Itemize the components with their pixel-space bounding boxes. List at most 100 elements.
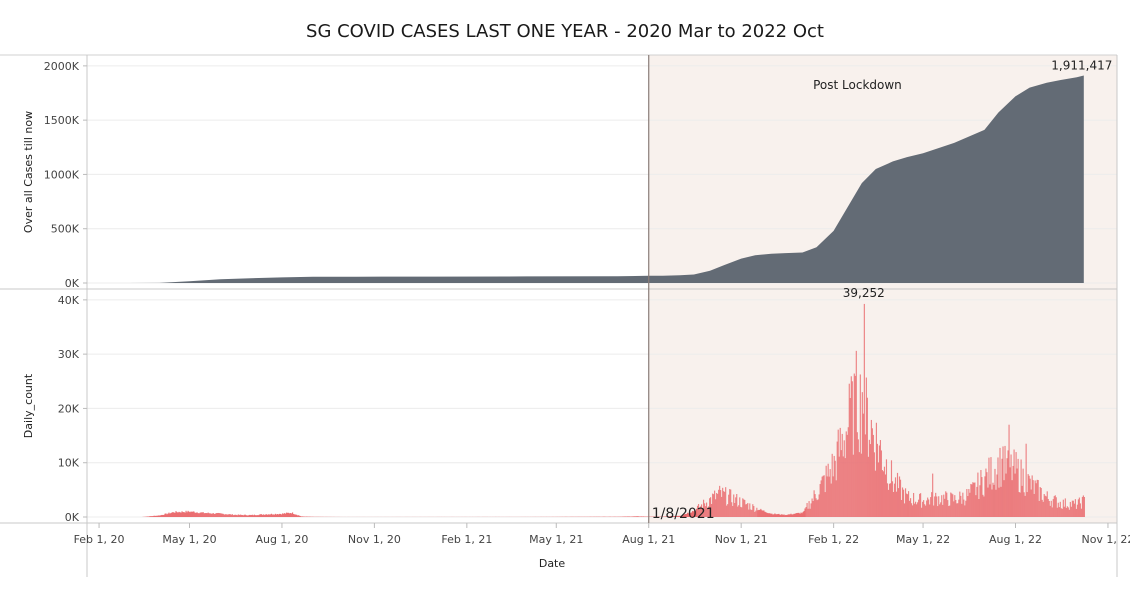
daily-count-bar [636, 516, 638, 517]
daily-count-bar [729, 489, 731, 517]
daily-count-bar [624, 516, 626, 517]
daily-count-bar [189, 512, 191, 517]
peak-daily-label: 39,252 [843, 286, 885, 300]
daily-count-bar [849, 398, 851, 517]
daily-count-bar [280, 514, 283, 517]
daily-count-bar [895, 491, 898, 517]
daily-count-bar [641, 516, 643, 517]
daily-count-bar [261, 514, 264, 517]
daily-count-bar [922, 501, 924, 517]
daily-count-bar [241, 514, 243, 517]
daily-count-bar [163, 514, 165, 517]
daily-count-bar [752, 504, 754, 517]
daily-count-bar [884, 474, 887, 517]
daily-count-bar [962, 492, 964, 517]
daily-count-bar [675, 516, 678, 517]
daily-count-bar [699, 506, 702, 517]
daily-count-bar [275, 514, 278, 517]
daily-count-bar [237, 514, 239, 517]
daily-count-bar [928, 499, 930, 517]
daily-count-bar [851, 381, 853, 517]
daily-count-bar [274, 513, 277, 517]
daily-count-bar [240, 514, 242, 517]
daily-count-bar [958, 499, 960, 517]
daily-count-bar [693, 510, 696, 517]
daily-count-bar [627, 516, 629, 517]
daily-count-bar [243, 514, 245, 517]
daily-count-bar [865, 377, 867, 517]
daily-count-bar [297, 515, 299, 517]
daily-count-bar [709, 498, 711, 517]
daily-count-bar [711, 503, 713, 517]
daily-count-bar [731, 502, 733, 517]
daily-count-bar [879, 440, 882, 517]
bottom-y-tick-label: 10K [58, 457, 80, 470]
daily-count-bar [250, 514, 252, 517]
daily-count-bar [185, 510, 187, 517]
daily-count-bar [858, 452, 860, 517]
daily-count-bar [665, 516, 667, 517]
daily-count-bar [795, 513, 797, 517]
daily-count-bar [677, 515, 680, 517]
daily-count-bar [766, 512, 768, 517]
daily-count-bar [697, 504, 700, 517]
daily-count-bar [268, 514, 271, 517]
x-tick-label: Feb 1, 22 [808, 533, 859, 546]
daily-count-bar [147, 516, 149, 517]
daily-count-bar [201, 512, 203, 517]
daily-count-bar [811, 498, 813, 517]
daily-count-bar [1072, 500, 1074, 517]
daily-count-bar [1015, 452, 1017, 517]
daily-count-bar [217, 512, 219, 517]
daily-count-bar [252, 515, 254, 517]
daily-count-bar [270, 513, 273, 517]
daily-count-bar [1014, 473, 1016, 517]
x-tick-label: May 1, 21 [529, 533, 583, 546]
daily-count-bar [1030, 489, 1032, 517]
daily-count-bar [224, 514, 226, 517]
daily-count-bar [794, 513, 796, 517]
daily-count-bar [229, 514, 231, 517]
daily-count-bar [1033, 493, 1035, 517]
daily-count-bar [995, 489, 997, 517]
top-y-tick-label: 2000K [44, 60, 80, 73]
daily-count-bar [244, 514, 246, 517]
daily-count-bar [1016, 468, 1018, 517]
daily-count-bar [264, 514, 267, 517]
daily-count-bar [1054, 495, 1056, 517]
daily-count-bar [219, 513, 221, 517]
daily-count-bar [1005, 473, 1007, 517]
daily-count-bar [1041, 499, 1043, 517]
daily-count-bar [789, 514, 791, 517]
daily-count-bar [177, 512, 179, 517]
daily-count-bar [894, 477, 897, 517]
daily-count-bar [828, 476, 830, 517]
top-y-tick-label: 1500K [44, 114, 80, 127]
daily-count-bar [205, 513, 207, 517]
daily-count-bar [202, 512, 204, 517]
daily-count-bar [862, 413, 864, 517]
daily-count-bar [254, 515, 256, 517]
daily-count-bar [933, 505, 935, 517]
daily-count-bar [1052, 499, 1054, 517]
daily-count-bar [288, 513, 291, 517]
daily-count-bar [222, 513, 224, 517]
daily-count-bar [983, 496, 985, 517]
daily-count-bar [788, 514, 790, 517]
daily-count-bar [739, 497, 741, 517]
daily-count-bar [946, 492, 948, 517]
daily-count-bar [845, 431, 847, 517]
daily-count-bar [903, 503, 906, 517]
daily-count-bar [153, 515, 155, 517]
daily-count-bar [949, 505, 951, 517]
daily-count-bar [194, 512, 196, 517]
daily-count-bar [1029, 478, 1031, 517]
daily-count-bar [249, 514, 251, 517]
daily-count-bar [792, 514, 794, 517]
daily-count-bar [926, 500, 928, 517]
daily-count-bar [1038, 500, 1040, 517]
daily-count-bar [771, 513, 773, 517]
daily-count-bar [1022, 468, 1024, 517]
daily-count-bar [708, 506, 710, 517]
daily-count-bar [887, 489, 890, 517]
